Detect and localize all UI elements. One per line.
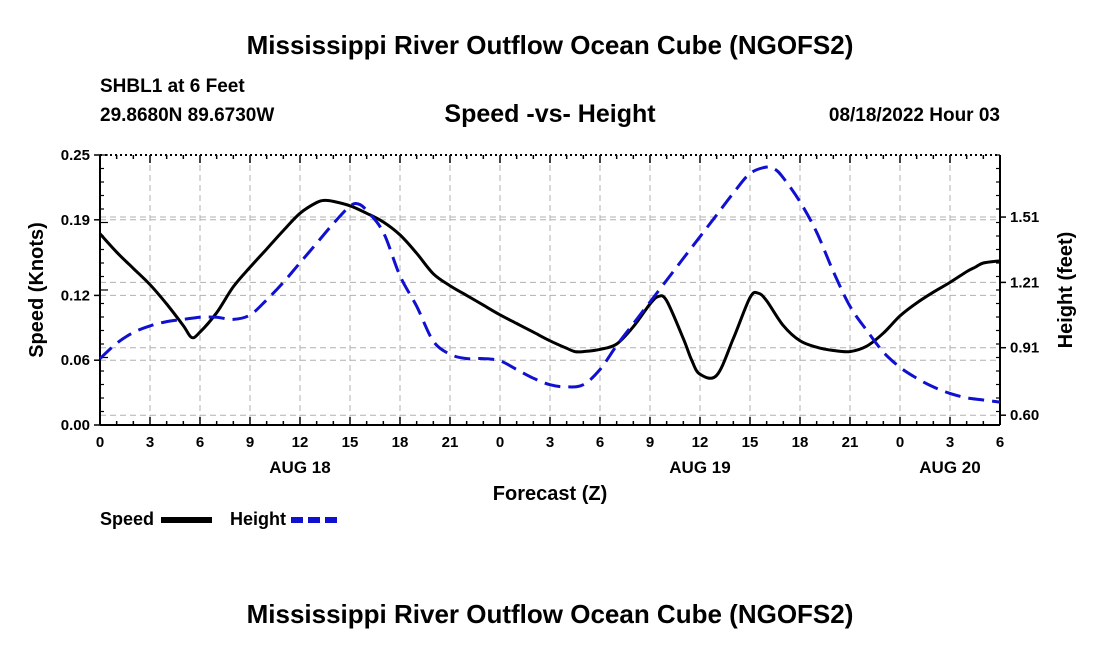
page-title: Mississippi River Outflow Ocean Cube (NG… bbox=[246, 30, 854, 60]
y-tick-label: 0.12 bbox=[61, 287, 90, 304]
grid-lines bbox=[100, 155, 1000, 425]
series-line-height bbox=[98, 165, 1001, 404]
date-label: AUG 18 bbox=[269, 458, 330, 477]
legend-label-height: Height bbox=[230, 509, 286, 529]
x-tick-label: 3 bbox=[946, 434, 954, 451]
forecast-datetime: 08/18/2022 Hour 03 bbox=[828, 105, 1000, 126]
y2-tick-label: 1.21 bbox=[1010, 274, 1039, 291]
x-tick-label: 9 bbox=[246, 434, 254, 451]
y2-tick-label: 1.51 bbox=[1010, 209, 1039, 226]
x-tick-label: 3 bbox=[146, 434, 154, 451]
station-label: SHBL1 at 6 Feet bbox=[100, 76, 245, 97]
date-label: AUG 20 bbox=[919, 458, 980, 477]
axis-labels: Forecast (Z) Speed (Knots) Height (feet) bbox=[26, 222, 1077, 505]
y2-tick-label: 0.60 bbox=[1010, 407, 1039, 424]
station-coordinates: 29.8680N 89.6730W bbox=[100, 105, 275, 126]
axes: 0 3 6 9 12 15 18 21 0 3 6 9 12 15 18 21 0 3 6 AUG 18 AUG 19 A… bbox=[61, 147, 1039, 477]
x-tick-label: 12 bbox=[692, 434, 709, 451]
chart-subtitle: Speed -vs- Height bbox=[444, 100, 656, 128]
x-tick-label: 12 bbox=[292, 434, 309, 451]
series-line-speed bbox=[98, 198, 1001, 380]
x-tick-label: 6 bbox=[596, 434, 604, 451]
y-tick-label: 0.19 bbox=[61, 212, 90, 229]
legend-label-speed: Speed bbox=[100, 509, 154, 529]
x-tick-label: 21 bbox=[442, 434, 459, 451]
x-tick-label: 0 bbox=[96, 434, 104, 451]
x-tick-label: 6 bbox=[196, 434, 204, 451]
x-tick-label: 0 bbox=[896, 434, 904, 451]
y-axis-title-right: Height (feet) bbox=[1055, 232, 1077, 349]
y2-tick-label: 0.91 bbox=[1010, 340, 1039, 357]
x-tick-label: 18 bbox=[392, 434, 409, 451]
legend: Speed Height bbox=[100, 509, 342, 529]
x-tick-label: 9 bbox=[646, 434, 654, 451]
y-tick-label: 0.06 bbox=[61, 352, 90, 369]
date-label: AUG 19 bbox=[669, 458, 730, 477]
x-tick-label: 15 bbox=[342, 434, 359, 451]
x-axis-title: Forecast (Z) bbox=[493, 483, 607, 505]
y-tick-label: 0.00 bbox=[61, 417, 90, 434]
x-tick-label: 0 bbox=[496, 434, 504, 451]
x-tick-label: 6 bbox=[996, 434, 1004, 451]
footer-title: Mississippi River Outflow Ocean Cube (NG… bbox=[246, 599, 854, 629]
x-tick-label: 18 bbox=[792, 434, 809, 451]
y-axis-title-left: Speed (Knots) bbox=[26, 222, 48, 358]
x-tick-label: 3 bbox=[546, 434, 554, 451]
x-tick-label: 15 bbox=[742, 434, 759, 451]
y-tick-label: 0.25 bbox=[61, 147, 90, 164]
x-tick-label: 21 bbox=[842, 434, 859, 451]
series-lines bbox=[98, 165, 1001, 404]
